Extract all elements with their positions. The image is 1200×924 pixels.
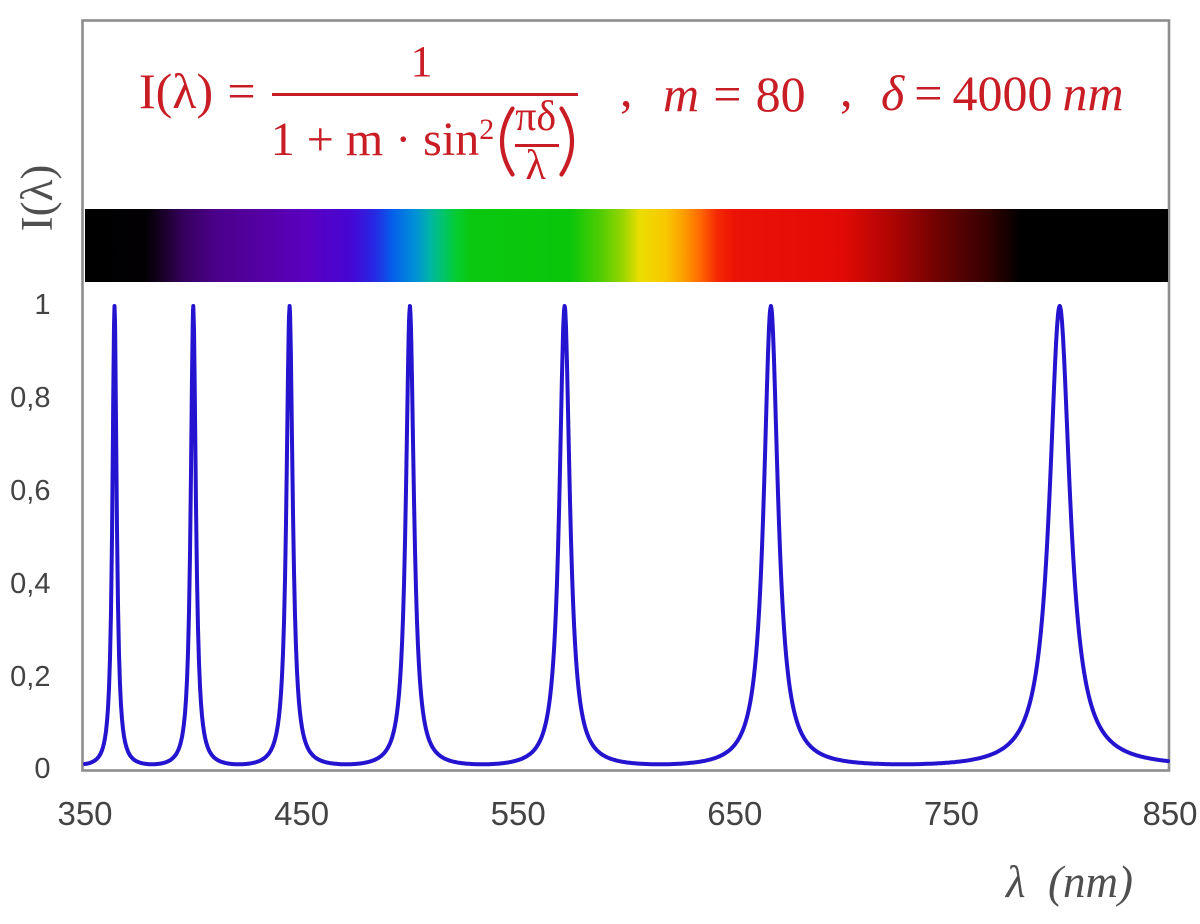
svg-text:1: 1 xyxy=(34,289,50,321)
svg-text:0,6: 0,6 xyxy=(10,475,50,507)
svg-text:0,8: 0,8 xyxy=(10,382,50,414)
svg-text:850: 850 xyxy=(1142,795,1197,832)
svg-text:650: 650 xyxy=(707,795,762,832)
svg-text:450: 450 xyxy=(274,795,329,832)
svg-text:0: 0 xyxy=(34,753,50,785)
svg-text:550: 550 xyxy=(491,795,546,832)
svg-text:0,4: 0,4 xyxy=(10,568,50,600)
svg-text:750: 750 xyxy=(924,795,979,832)
svg-text:350: 350 xyxy=(57,795,112,832)
svg-text:0,2: 0,2 xyxy=(10,661,50,693)
